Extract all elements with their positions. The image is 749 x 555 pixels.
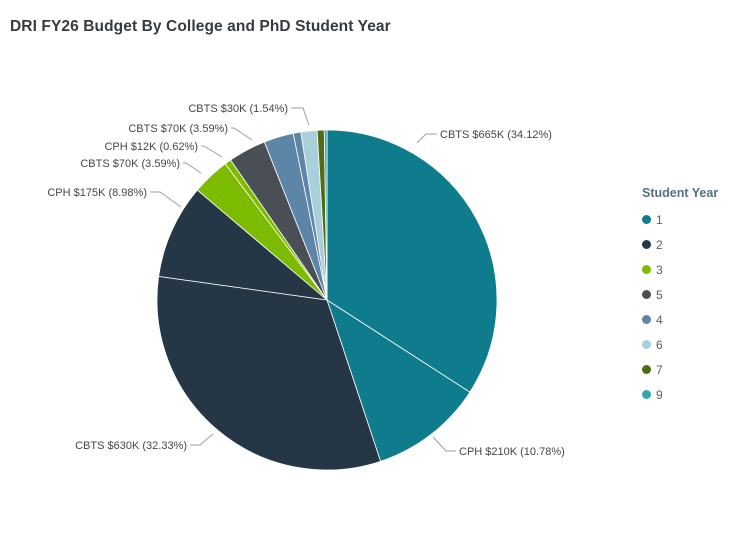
legend-swatch-icon (642, 290, 651, 299)
legend-item-label: 9 (656, 387, 663, 402)
legend-item-label: 4 (656, 312, 663, 327)
label-leader-line (201, 145, 223, 158)
slice-label-y6-cbts: CBTS $30K (1.54%) (188, 103, 288, 115)
slice-label-y5-cbts: CBTS $70K (3.59%) (128, 123, 228, 135)
legend-swatch-icon (642, 240, 651, 249)
legend-item-year-7[interactable]: 7 (642, 357, 746, 382)
legend-item-year-5[interactable]: 5 (642, 282, 746, 307)
legend-swatch-icon (642, 215, 651, 224)
legend-swatch-icon (642, 390, 651, 399)
legend-swatch-icon (642, 340, 651, 349)
label-leader-line (291, 107, 310, 126)
slice-label-y3-cph: CPH $12K (0.62%) (104, 141, 198, 153)
pie-slice-y1-cbts[interactable] (326, 129, 498, 393)
label-leader-line (150, 191, 182, 208)
legend-items: 1 2 3 5 4 6 7 9 (642, 207, 746, 407)
pie-slice-y2-cph[interactable] (158, 189, 329, 301)
legend-item-year-2[interactable]: 2 (642, 232, 746, 257)
legend-item-label: 5 (656, 287, 663, 302)
label-leader-line (190, 433, 214, 446)
legend-swatch-icon (642, 315, 651, 324)
legend: Student Year 1 2 3 5 4 6 7 9 (642, 186, 746, 407)
legend-item-label: 6 (656, 337, 663, 352)
slice-label-y1-cbts: CBTS $665K (34.12%) (440, 129, 552, 141)
label-leader-line (231, 127, 253, 141)
label-leader-line (432, 436, 456, 452)
legend-item-label: 7 (656, 362, 663, 377)
legend-item-year-6[interactable]: 6 (642, 332, 746, 357)
legend-item-year-3[interactable]: 3 (642, 257, 746, 282)
slice-label-y3-cbts: CBTS $70K (3.59%) (80, 158, 180, 170)
legend-item-label: 1 (656, 212, 663, 227)
pie-slice-y2-cbts[interactable] (156, 275, 382, 471)
legend-item-label: 2 (656, 237, 663, 252)
legend-title: Student Year (642, 186, 719, 200)
pie-slice-y1-cph[interactable] (326, 299, 471, 462)
legend-swatch-icon (642, 365, 651, 374)
slice-label-y2-cbts: CBTS $630K (32.33%) (75, 440, 187, 452)
slice-label-y2-cph: CPH $175K (8.98%) (47, 187, 147, 199)
slice-label-y1-cph: CPH $210K (10.78%) (459, 446, 565, 458)
chart-title: DRI FY26 Budget By College and PhD Stude… (10, 18, 391, 35)
label-leader-line (183, 162, 202, 174)
legend-item-year-1[interactable]: 1 (642, 207, 746, 232)
legend-swatch-icon (642, 265, 651, 274)
legend-item-year-9[interactable]: 9 (642, 382, 746, 407)
legend-item-label: 3 (656, 262, 663, 277)
legend-item-year-4[interactable]: 4 (642, 307, 746, 332)
pie-slice-y9-sliver-11[interactable] (323, 129, 328, 301)
label-leader-line (416, 133, 437, 144)
